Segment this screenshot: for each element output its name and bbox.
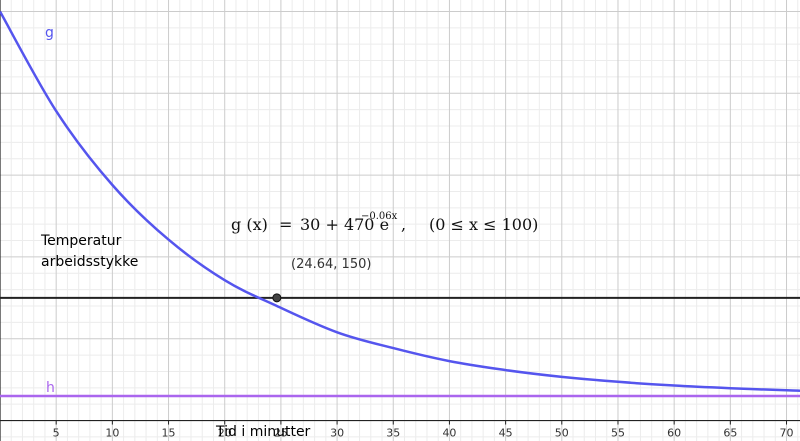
intersection-point-label: (24.64, 150) (291, 257, 371, 272)
formula-equals: = (279, 215, 292, 234)
x-tick-label: 55 (611, 427, 625, 440)
formula-comma: , (401, 215, 406, 234)
series-layer (0, 10, 800, 398)
formula-rhs: 30 + 470 e (300, 215, 389, 234)
x-tick-label: 45 (499, 427, 513, 440)
series-curve-g (0, 10, 800, 392)
x-tick-label: 40 (442, 427, 456, 440)
formula-exponent: −0.06x (361, 211, 398, 222)
function-formula: g (x) = 30 + 470 e −0.06x , (0 ≤ x ≤ 100… (231, 211, 538, 234)
formula-lhs: g (x) (231, 215, 268, 234)
x-tick-label: 70 (780, 427, 794, 440)
series-label-h: h (46, 380, 55, 396)
x-tick-label: 25 (274, 427, 288, 440)
x-axis-label: Tid i minutter (215, 424, 311, 440)
x-tick-label: 30 (330, 427, 344, 440)
x-tick-label: 5 (53, 427, 60, 440)
x-tick-label: 50 (555, 427, 569, 440)
y-axis-label-line-1: Temperatur (40, 233, 122, 249)
chart-labels: Temperatur arbeidsstykke Tid i minutter … (40, 25, 538, 440)
x-tick-label: 15 (162, 427, 176, 440)
x-tick-label: 60 (667, 427, 681, 440)
intersection-point (272, 293, 282, 303)
series-label-g: g (45, 25, 54, 41)
y-axis-label-line-2: arbeidsstykke (41, 254, 138, 270)
x-tick-label: 20 (218, 427, 232, 440)
x-tick-label: 65 (723, 427, 737, 440)
tick-labels: 0510152025303540455055606570100200300400… (53, 427, 794, 440)
x-tick-label: 10 (105, 427, 119, 440)
formula-domain: (0 ≤ x ≤ 100) (429, 215, 538, 234)
x-tick-label: 35 (386, 427, 400, 440)
